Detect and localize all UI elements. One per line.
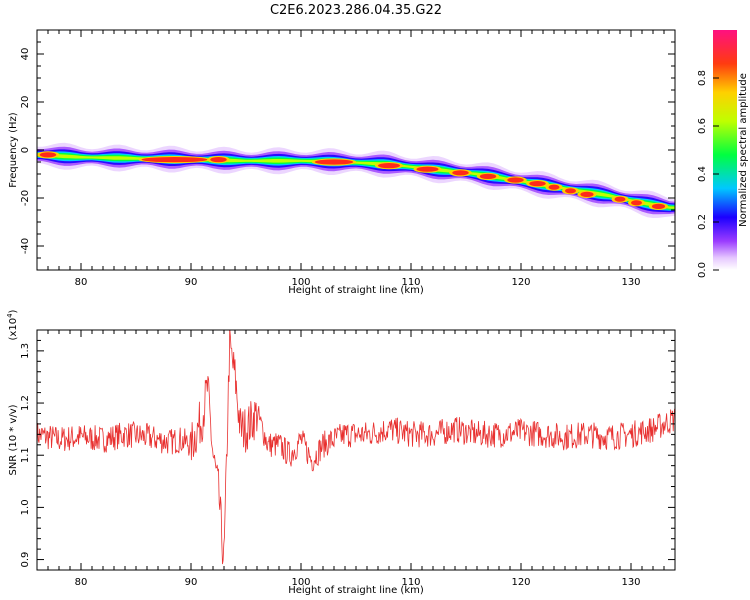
y-tick-label: -20 bbox=[20, 190, 31, 206]
spectrogram-hot-spot bbox=[210, 157, 227, 163]
snr-scale-label: (x104) bbox=[6, 309, 19, 340]
spectrogram-hot-spot bbox=[631, 200, 642, 206]
spectrogram-hot-spot bbox=[416, 166, 439, 172]
spectrogram-hot-spot bbox=[529, 181, 546, 187]
snr-panel: 80 90 100 110 120 130 0.9 1.0 1.1 1.2 1.3 Height o… bbox=[6, 309, 676, 596]
spectrogram-ticks: 80 90 100 110 120 130 -40 -20 0 20 40 bbox=[20, 29, 676, 288]
y-tick-label: 1.0 bbox=[20, 499, 31, 515]
colorbar-ticks: 0.0 0.2 0.4 0.6 0.8 bbox=[697, 70, 719, 278]
x-tick-label: 110 bbox=[401, 277, 420, 288]
colorbar-tick-label: 0.2 bbox=[697, 214, 708, 230]
x-tick-label: 80 bbox=[75, 577, 88, 588]
colorbar-tick-label: 0.0 bbox=[697, 262, 708, 278]
spectrogram-xlabel: Height of straight line (km) bbox=[288, 285, 424, 296]
x-tick-label: 90 bbox=[185, 277, 198, 288]
x-tick-label: 130 bbox=[621, 277, 640, 288]
spectrogram-hot-spot bbox=[378, 163, 400, 169]
spectrogram-hot-spot bbox=[141, 157, 208, 163]
spectrogram-hot-spot bbox=[479, 173, 497, 179]
spectrogram-hot-spot bbox=[651, 203, 666, 209]
snr-xlabel: Height of straight line (km) bbox=[288, 585, 424, 596]
y-tick-label: 0 bbox=[20, 147, 31, 153]
snr-frame bbox=[36, 329, 676, 571]
x-tick-label: 130 bbox=[621, 577, 640, 588]
colorbar-tick-label: 0.4 bbox=[697, 166, 708, 182]
y-tick-label: 20 bbox=[20, 96, 31, 109]
spectrogram-hot-spot bbox=[614, 196, 626, 202]
y-tick-label: 0.9 bbox=[20, 552, 31, 568]
snr-ylabel: SNR (10 * v/v) bbox=[8, 404, 19, 475]
colorbar-gradient bbox=[713, 30, 737, 270]
x-tick-label: 100 bbox=[291, 277, 310, 288]
spectrogram-panel: 80 90 100 110 120 130 -40 -20 0 20 40 Height of st… bbox=[8, 29, 676, 296]
colorbar-tick-label: 0.6 bbox=[697, 118, 708, 134]
y-tick-label: 1.2 bbox=[20, 395, 31, 411]
spectrogram-hot-spot bbox=[314, 159, 354, 165]
spectrogram-hot-spot bbox=[452, 170, 469, 176]
colorbar: 0.0 0.2 0.4 0.6 0.8 Normalized spectral ampl… bbox=[697, 30, 749, 278]
y-tick-label: 1.1 bbox=[20, 447, 31, 463]
snr-series-line bbox=[37, 330, 675, 565]
y-tick-label: 1.3 bbox=[20, 343, 31, 359]
x-tick-label: 80 bbox=[75, 277, 88, 288]
spectrogram-ylabel: Frequency (Hz) bbox=[8, 112, 19, 188]
colorbar-label: Normalized spectral amplitude bbox=[738, 73, 749, 227]
spectrogram-hot-spot bbox=[39, 152, 57, 158]
spectrogram-hot-spot bbox=[548, 184, 560, 190]
x-tick-label: 120 bbox=[511, 577, 530, 588]
x-tick-label: 120 bbox=[511, 277, 530, 288]
spectrogram-hot-spot bbox=[507, 177, 524, 183]
figure-title: C2E6.2023.286.04.35.G22 bbox=[270, 3, 442, 18]
x-tick-label: 90 bbox=[185, 577, 198, 588]
x-tick-label: 110 bbox=[401, 577, 420, 588]
spectrogram-hot-spot bbox=[580, 191, 594, 197]
colorbar-tick-label: 0.8 bbox=[697, 70, 708, 86]
y-tick-label: -40 bbox=[20, 238, 31, 254]
spectrogram-hot-spot bbox=[565, 188, 576, 194]
snr-ticks: 80 90 100 110 120 130 0.9 1.0 1.1 1.2 1.3 bbox=[20, 329, 676, 588]
spectrogram-heatmap bbox=[37, 142, 675, 218]
x-tick-label: 100 bbox=[291, 577, 310, 588]
y-tick-label: 40 bbox=[20, 48, 31, 61]
